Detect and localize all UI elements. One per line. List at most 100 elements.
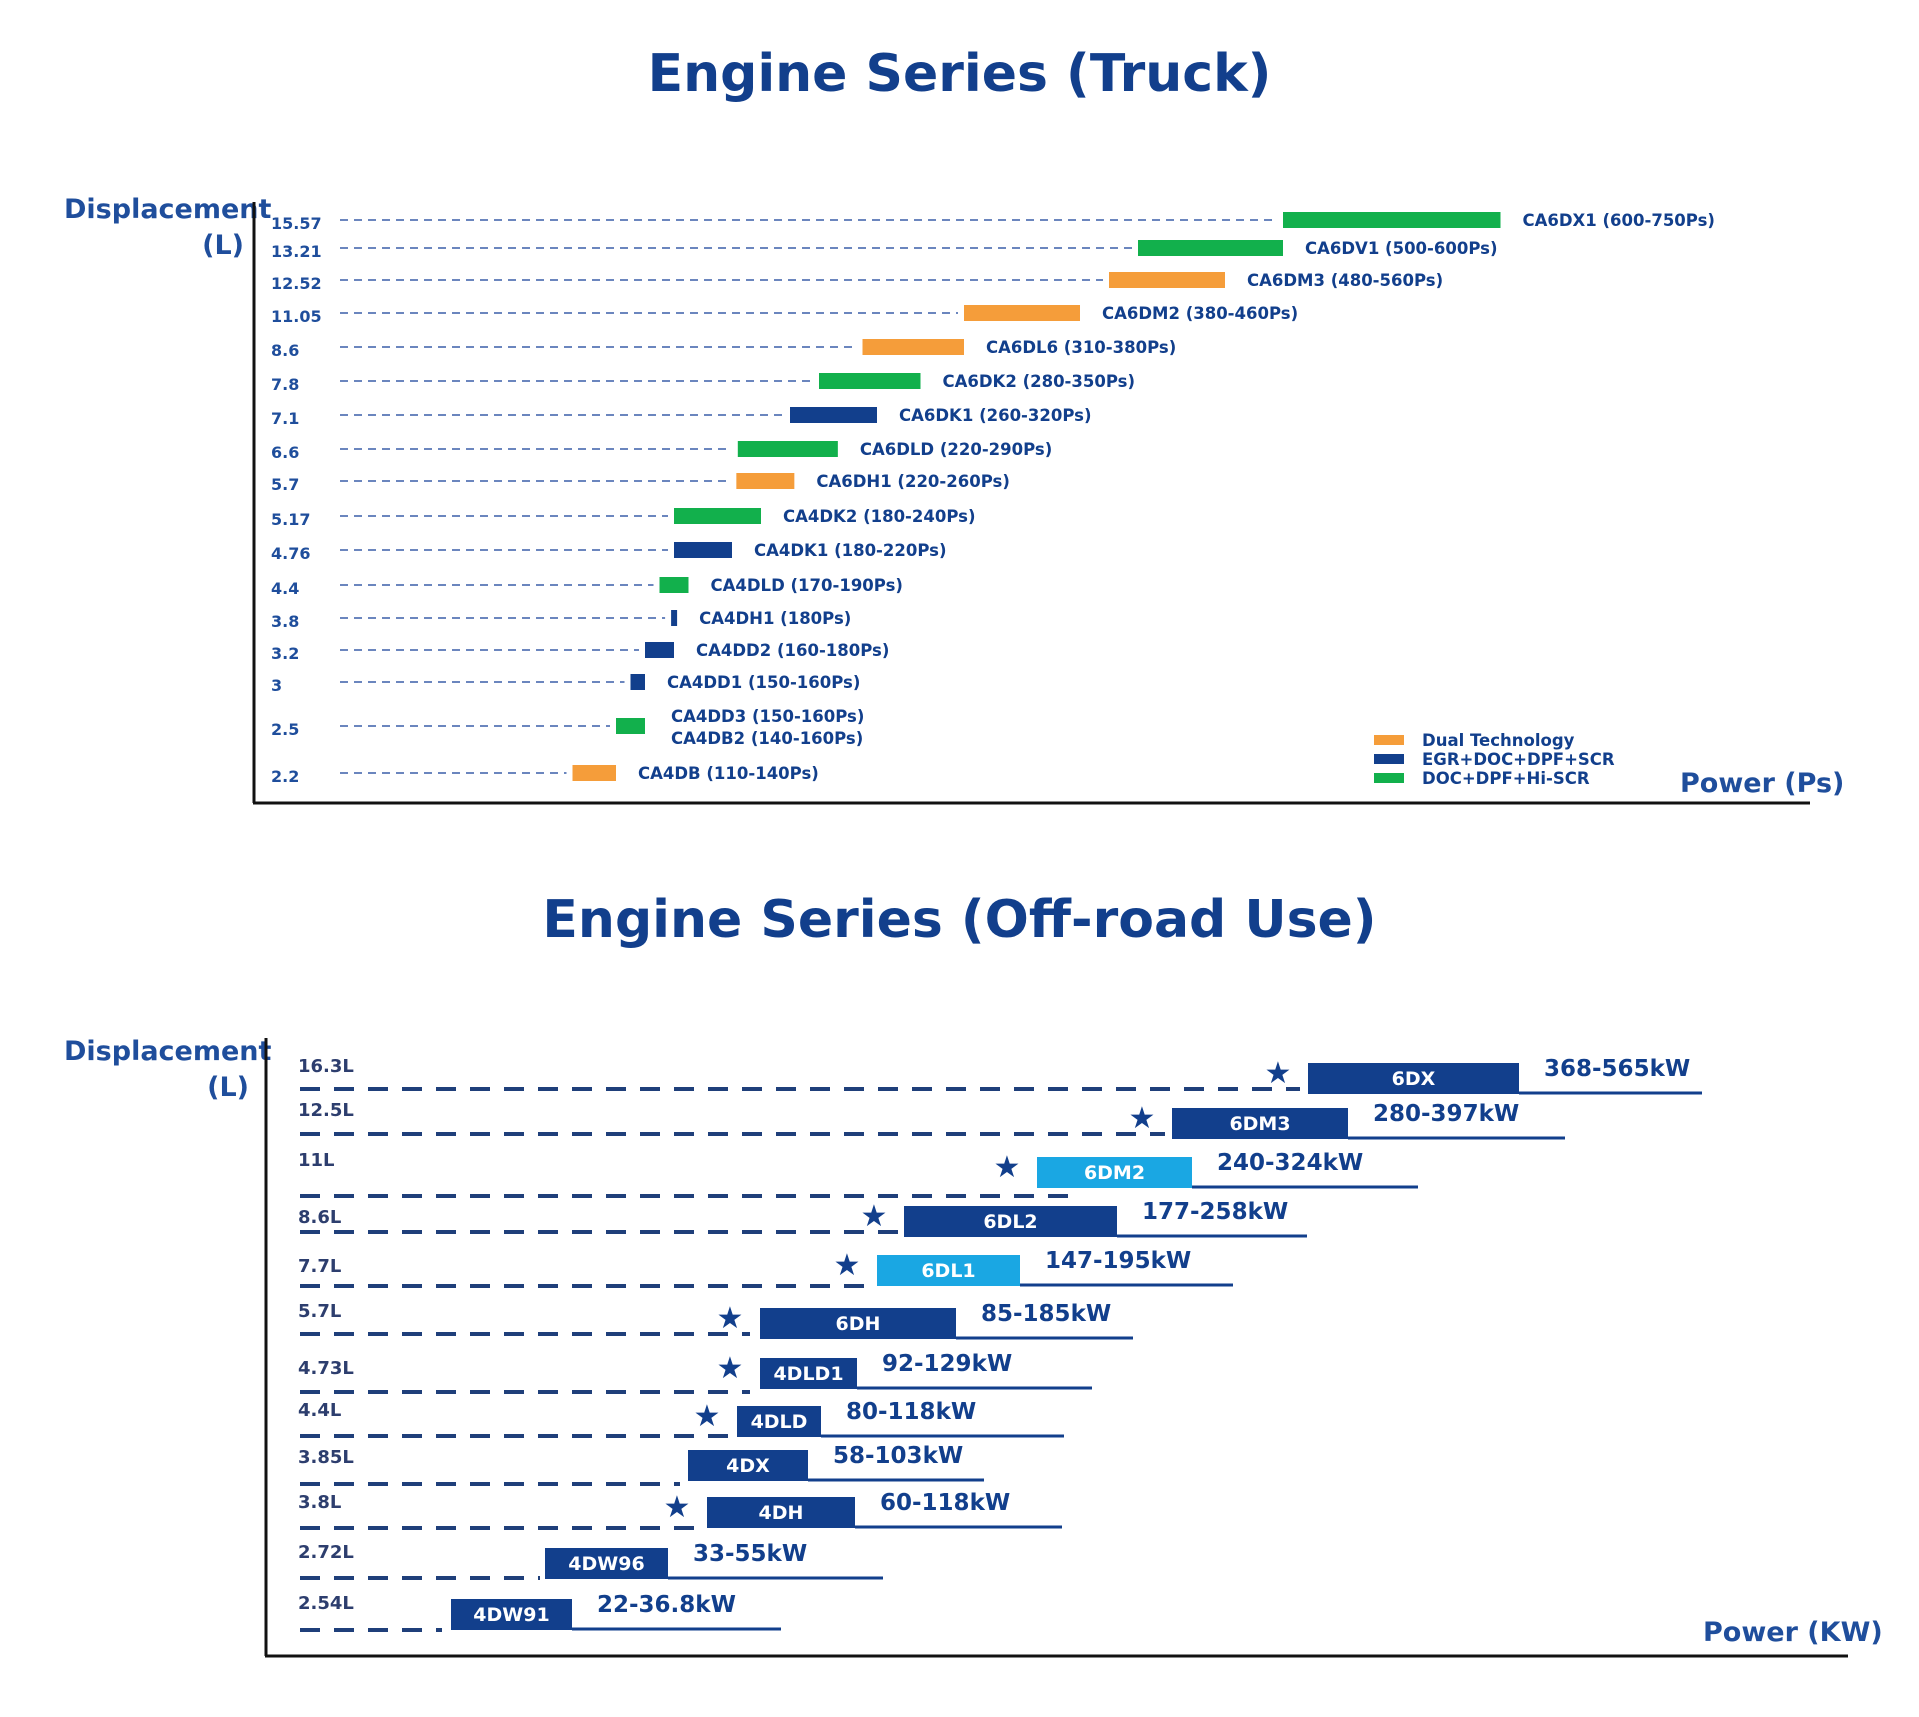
truck-bar-ca6dm2	[964, 305, 1080, 321]
offroad-bar-6dm3	[1172, 1108, 1348, 1139]
offroad-range-label: 92-129kW	[882, 1351, 1012, 1377]
offroad-bar-label: 6DL1	[921, 1260, 975, 1282]
offroad-tick-label: 5.7L	[298, 1301, 341, 1322]
star-icon: ★	[717, 1301, 744, 1336]
truck-bar-ca6dm3	[1109, 272, 1225, 288]
truck-bar-ca6dld	[737, 441, 838, 457]
truck-bar-ca4dld	[659, 577, 689, 593]
truck-tick-label: 7.1	[271, 409, 299, 428]
truck-legend-swatch-orange	[1374, 735, 1404, 745]
truck-tick-label: 8.6	[271, 341, 299, 360]
truck-bar-ca6dx1	[1283, 212, 1501, 228]
offroad-bar-6dx	[1308, 1063, 1519, 1094]
truck-tick-label: 2.5	[271, 720, 299, 739]
offroad-bar-label: 6DX	[1392, 1068, 1436, 1090]
truck-tick-label: 2.2	[271, 767, 299, 786]
truck-legend-swatch-navy	[1374, 754, 1404, 764]
star-icon: ★	[834, 1248, 861, 1283]
truck-bar-label: CA6DM2 (380-460Ps)	[1102, 304, 1298, 323]
truck-tick-label: 3.8	[271, 612, 299, 631]
star-icon: ★	[994, 1150, 1021, 1185]
offroad-tick-label: 2.54L	[298, 1593, 354, 1614]
offroad-tick-label: 11L	[298, 1150, 335, 1171]
truck-tick-label: 4.76	[271, 544, 310, 563]
offroad-tick-label: 4.4L	[298, 1400, 341, 1421]
truck-tick-label: 12.52	[271, 274, 322, 293]
truck-legend-label: EGR+DOC+DPF+SCR	[1422, 750, 1615, 769]
truck-bar-label: CA4DK1 (180-220Ps)	[754, 541, 947, 560]
offroad-chart-y-axis-label: Displacement (L)	[64, 1036, 272, 1103]
truck-bar-label: CA4DD1 (150-160Ps)	[667, 673, 860, 692]
offroad-tick-label: 4.73L	[298, 1358, 354, 1379]
offroad-bar-4dld1	[760, 1358, 857, 1389]
offroad-chart-panel: Engine Series (Off-road Use) Displacemen…	[0, 850, 1919, 1670]
truck-tick-label: 5.17	[271, 510, 310, 529]
offroad-bar-label: 4DW91	[473, 1604, 549, 1626]
truck-chart-y-axis-label: Displacement (L)	[64, 194, 272, 261]
truck-bar-ca6dk1	[790, 407, 877, 423]
offroad-tick-label: 8.6L	[298, 1207, 341, 1228]
offroad-bar-4dh	[707, 1497, 855, 1528]
star-icon: ★	[694, 1399, 721, 1434]
truck-bar-ca4dk1	[674, 542, 732, 558]
offroad-bar-6dm2	[1037, 1157, 1192, 1188]
offroad-range-label: 240-324kW	[1217, 1150, 1363, 1176]
offroad-range-label: 280-397kW	[1373, 1101, 1519, 1127]
truck-bar-ca4dd3	[616, 718, 645, 734]
truck-tick-label: 11.05	[271, 307, 322, 326]
offroad-bar-6dh	[760, 1308, 956, 1339]
truck-bar-label: CA4DB (110-140Ps)	[638, 764, 819, 783]
offroad-tick-label: 16.3L	[298, 1056, 354, 1077]
truck-tick-label: 5.7	[271, 475, 299, 494]
truck-bar-ca6dv1	[1138, 240, 1283, 256]
truck-bar-label: CA6DX1 (600-750Ps)	[1523, 211, 1715, 230]
truck-bar-label: CA6DL6 (310-380Ps)	[986, 338, 1176, 357]
truck-bar-ca6dk2	[819, 373, 921, 389]
offroad-range-label: 58-103kW	[833, 1443, 963, 1469]
offroad-bar-label: 6DM3	[1229, 1113, 1290, 1135]
star-icon: ★	[664, 1490, 691, 1525]
truck-chart-panel: Engine Series (Truck) Displacement (L) P…	[0, 0, 1919, 830]
truck-bar-label: CA4DD2 (160-180Ps)	[696, 641, 889, 660]
offroad-bar-4dld	[737, 1406, 821, 1437]
truck-tick-label: 3	[271, 676, 282, 695]
star-icon: ★	[1129, 1101, 1156, 1136]
offroad-bar-4dx	[688, 1450, 808, 1481]
offroad-tick-label: 3.85L	[298, 1447, 354, 1468]
offroad-chart-x-axis-label: Power (KW)	[1703, 1617, 1883, 1648]
truck-tick-label: 6.6	[271, 443, 299, 462]
offroad-bar-label: 4DX	[726, 1455, 770, 1477]
offroad-range-label: 368-565kW	[1544, 1056, 1690, 1082]
offroad-range-label: 177-258kW	[1142, 1199, 1288, 1225]
truck-bar-ca6dh1	[736, 473, 795, 489]
truck-bar-ca6dl6	[862, 339, 964, 355]
offroad-range-label: 80-118kW	[846, 1399, 976, 1425]
truck-bar-label: CA4DD3 (150-160Ps)	[671, 707, 864, 726]
truck-bar-ca4db	[572, 765, 616, 781]
offroad-bar-6dl1	[877, 1255, 1020, 1286]
offroad-bar-label: 4DW96	[568, 1553, 644, 1575]
truck-legend-label: DOC+DPF+Hi-SCR	[1422, 769, 1590, 788]
truck-bar-label: CA4DB2 (140-160Ps)	[671, 729, 863, 748]
offroad-chart-title: Engine Series (Off-road Use)	[542, 890, 1377, 950]
truck-bar-ca4dd1	[630, 674, 645, 690]
offroad-bar-label: 6DH	[836, 1313, 881, 1335]
offroad-bar-label: 4DH	[759, 1502, 804, 1524]
offroad-tick-label: 2.72L	[298, 1542, 354, 1563]
truck-bar-label: CA6DV1 (500-600Ps)	[1305, 239, 1498, 258]
offroad-tick-label: 3.8L	[298, 1492, 341, 1513]
offroad-range-label: 60-118kW	[880, 1490, 1010, 1516]
truck-bar-label: CA4DLD (170-190Ps)	[711, 576, 903, 595]
truck-bar-label: CA6DH1 (220-260Ps)	[816, 472, 1010, 491]
offroad-range-label: 33-55kW	[693, 1541, 807, 1567]
truck-bar-label: CA4DH1 (180Ps)	[699, 609, 851, 628]
truck-bar-label: CA6DK1 (260-320Ps)	[899, 406, 1092, 425]
offroad-range-label: 85-185kW	[981, 1301, 1111, 1327]
offroad-bar-6dl2	[904, 1206, 1117, 1237]
truck-bar-ca4dh1	[671, 610, 678, 626]
truck-bar-label: CA6DM3 (480-560Ps)	[1247, 271, 1443, 290]
offroad-tick-label: 7.7L	[298, 1256, 341, 1277]
star-icon: ★	[861, 1199, 888, 1234]
offroad-bar-4dw91	[451, 1599, 572, 1630]
